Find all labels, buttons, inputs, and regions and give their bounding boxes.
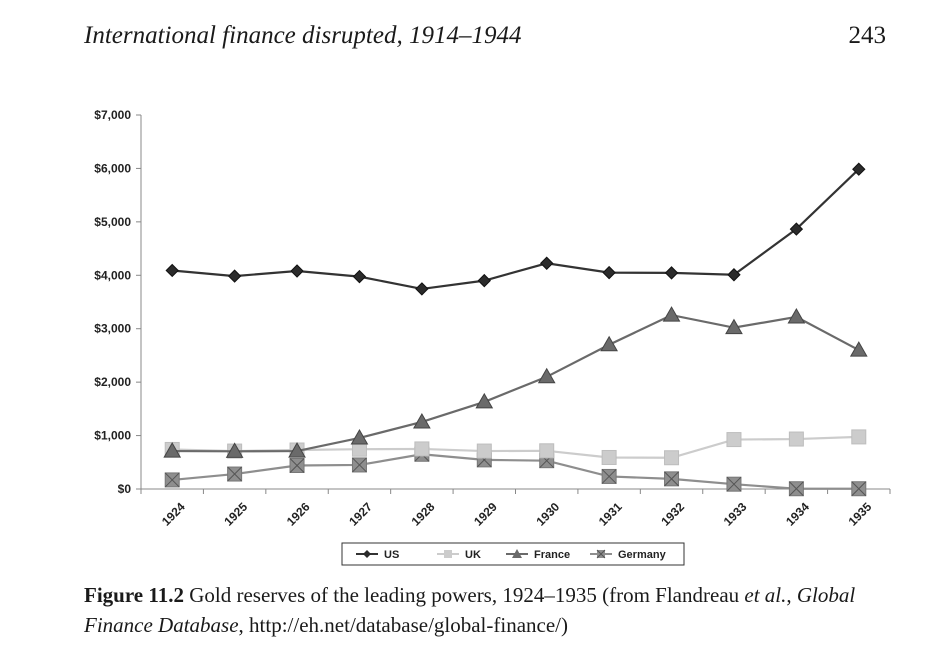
legend-entry-uk: UK: [437, 549, 481, 561]
caption-text: Gold reserves of the leading powers, 192…: [189, 583, 740, 607]
x-tick-label: 1928: [409, 500, 438, 529]
data-point-germany-cross: [227, 466, 242, 482]
x-tick-label: 1931: [596, 500, 625, 529]
legend-label-germany: Germany: [618, 549, 667, 561]
figure-caption: Figure 11.2 Gold reserves of the leading…: [84, 580, 904, 640]
legend-marker-us: [363, 550, 371, 558]
data-point-france: [725, 318, 743, 335]
data-point-uk: [539, 443, 555, 459]
x-tick-label: 1927: [346, 500, 375, 529]
series-line-uk: [172, 435, 859, 459]
series-line-us: [172, 168, 860, 291]
data-point-france: [475, 392, 494, 409]
data-point-france: [225, 442, 244, 458]
data-point-us: [602, 265, 616, 280]
x-tick-label: 1925: [221, 500, 250, 529]
data-point-france: [600, 335, 618, 352]
data-point-germany-cross: [789, 481, 804, 497]
data-point-france: [787, 307, 806, 324]
data-point-us: [165, 263, 179, 278]
legend-entry-germany: Germany: [590, 549, 667, 561]
x-tick-label: 1935: [846, 500, 875, 529]
x-tick-label: 1926: [284, 500, 313, 529]
chart-series-layer: [163, 162, 868, 497]
data-point-france: [163, 442, 182, 458]
x-tick-label: 1932: [658, 500, 687, 529]
series-france: [163, 306, 868, 458]
data-point-germany-cross: [601, 469, 617, 484]
legend-marker-cross: [596, 549, 606, 559]
y-tick-label: $1,000: [94, 429, 131, 443]
legend-entry-france: France: [506, 549, 570, 561]
y-tick-label: $4,000: [94, 268, 131, 282]
data-point-germany-cross: [164, 472, 180, 488]
data-point-uk: [664, 450, 680, 466]
y-tick-label: $6,000: [94, 161, 131, 175]
legend-label-uk: UK: [465, 549, 481, 561]
x-tick-label: 1933: [721, 500, 750, 529]
legend-label-us: US: [384, 549, 399, 561]
chart-legend: US UK France Germany: [341, 542, 685, 566]
data-point-uk: [726, 432, 742, 448]
data-point-us: [664, 266, 679, 280]
data-point-france: [537, 367, 556, 384]
data-point-france: [288, 442, 306, 458]
y-tick-label: $0: [118, 482, 132, 496]
data-point-us: [352, 269, 367, 284]
data-point-us: [227, 269, 242, 283]
caption-etal: et al.: [744, 583, 787, 607]
data-point-germany-cross: [352, 457, 367, 473]
series-line-france: [172, 313, 860, 453]
data-point-uk: [476, 443, 492, 459]
data-point-us: [727, 268, 741, 282]
data-point-uk: [601, 449, 617, 465]
figure-label: Figure 11.2: [84, 583, 184, 607]
running-head-title: International finance disrupted, 1914–19…: [84, 22, 522, 49]
y-tick-label: $2,000: [94, 375, 131, 389]
data-point-us: [852, 162, 866, 176]
data-point-uk: [414, 441, 430, 457]
data-point-uk: [851, 429, 867, 445]
caption-source-title: Global Finance Database: [84, 583, 856, 637]
series-germany: [164, 446, 867, 497]
x-tick-label: 1930: [533, 500, 562, 529]
series-line-germany: [172, 453, 859, 490]
data-point-france: [662, 306, 681, 322]
legend-marker-uk: [444, 550, 452, 558]
data-point-us: [415, 282, 429, 296]
chart-axes: $0 $1,000 $2,000 $3,000 $4,000 $5,000 $6,000 $7…: [94, 108, 891, 529]
x-tick-label: 1929: [471, 500, 500, 529]
data-point-france: [350, 428, 369, 445]
series-us: [165, 162, 866, 296]
data-point-germany-cross: [289, 458, 305, 473]
data-point-germany-cross: [664, 471, 679, 487]
x-tick-label: 1924: [159, 500, 188, 529]
legend-label-france: France: [534, 549, 570, 561]
y-tick-label: $7,000: [94, 108, 131, 122]
caption-source-url: , http://eh.net/database/global-finance/…: [238, 613, 569, 637]
data-point-germany-cross: [851, 481, 867, 497]
x-tick-label: 1934: [783, 500, 812, 529]
page-number: 243: [848, 22, 887, 49]
y-tick-label: $3,000: [94, 322, 131, 336]
data-point-france: [849, 341, 868, 357]
y-tick-label: $5,000: [94, 215, 131, 229]
legend-entry-us: US: [356, 549, 399, 561]
data-point-us: [540, 256, 554, 270]
gold-reserves-line-chart: $0 $1,000 $2,000 $3,000 $4,000 $5,000 $6,000 $7…: [94, 108, 891, 566]
data-point-germany-cross: [726, 476, 742, 492]
data-point-us: [290, 264, 304, 278]
legend-marker-france: [512, 549, 522, 558]
data-point-us: [789, 222, 804, 236]
caption-comma: ,: [786, 583, 797, 607]
data-point-uk: [788, 431, 804, 447]
data-point-us: [477, 273, 491, 288]
data-point-france: [413, 412, 431, 429]
